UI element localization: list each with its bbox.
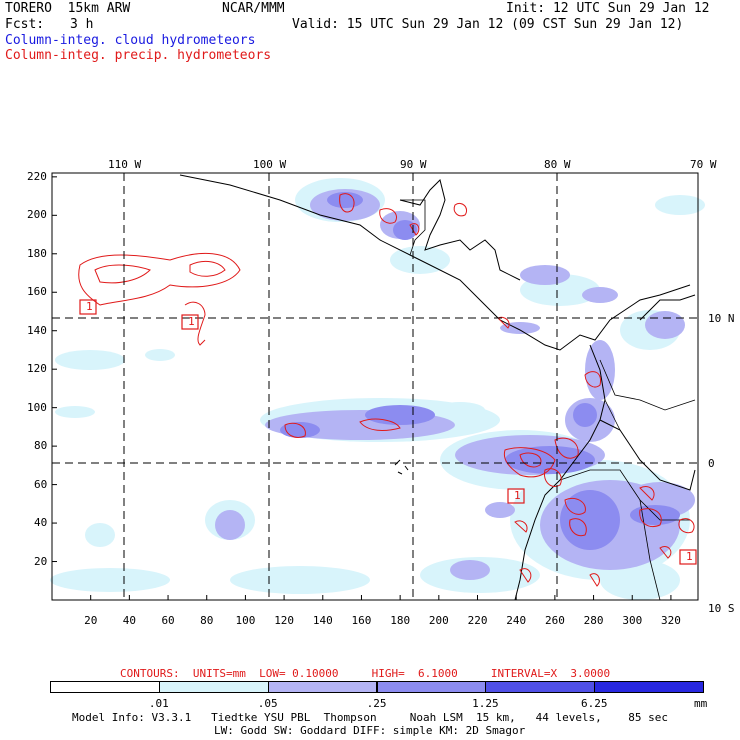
colorbar-segment: [50, 681, 160, 693]
model-title: TORERO 15km ARW: [5, 1, 131, 16]
x-tick-label: 120: [274, 614, 295, 627]
latlon-grid: [52, 173, 698, 600]
x-tick-label: 140: [312, 614, 333, 627]
init-time: Init: 12 UTC Sun 29 Jan 12: [506, 1, 710, 16]
colorbar-segment: [267, 681, 378, 693]
coastlines: [179, 174, 696, 601]
station-boxes: [79, 299, 697, 565]
x-tick-label: 20: [84, 614, 98, 627]
lon-label: 110 W: [108, 158, 142, 171]
colorbar-segment: [485, 681, 596, 693]
x-tick-label: 300: [622, 614, 643, 627]
colorbar-unit: mm: [694, 697, 708, 710]
x-tick-label: 240: [506, 614, 527, 627]
x-tick-label: 320: [661, 614, 681, 627]
country-borders: [400, 199, 696, 601]
lon-label: 90 W: [400, 158, 427, 171]
station-box-label: 1: [188, 315, 195, 328]
x-tick-label: 180: [390, 614, 411, 627]
station-box-label: 1: [86, 300, 93, 313]
field-precip-label: Column-integ. precip. hydrometeors: [5, 48, 272, 63]
colorbar-label: .05: [257, 697, 278, 710]
y-tick-label: 200: [27, 208, 47, 222]
colorbar-label: .25: [366, 697, 387, 710]
y-tick-label: 40: [34, 516, 48, 530]
lon-label: 100 W: [253, 158, 287, 171]
y-tick-label: 80: [34, 439, 48, 453]
y-tick-label: 220: [27, 169, 47, 183]
x-tick-label: 80: [200, 614, 214, 627]
colorbar-segment: [158, 681, 269, 693]
colorbar-label: 1.25: [472, 697, 499, 710]
y-tick-label: 120: [27, 362, 47, 376]
x-tick-label: 260: [544, 614, 565, 627]
precip-contours: [78, 193, 695, 587]
x-tick-label: 160: [351, 614, 372, 627]
y-tick-label: 100: [27, 400, 47, 414]
lat-label: 10 S: [708, 602, 735, 615]
contour-info: CONTOURS: UNITS=mm LOW= 0.10000 HIGH= 6.…: [120, 667, 611, 680]
colorbar-segment: [376, 681, 487, 693]
x-tick-label: 100: [235, 614, 256, 627]
station-box-label: 1: [514, 489, 521, 502]
y-tick-label: 180: [27, 246, 47, 260]
x-tick-label: 40: [122, 614, 136, 627]
physics-info: LW: Godd SW: Goddard DIFF: simple KM: 2D…: [214, 724, 526, 737]
x-tick-label: 60: [161, 614, 175, 627]
x-tick-label: 220: [467, 614, 488, 627]
lon-label: 80 W: [544, 158, 571, 171]
y-tick-label: 60: [34, 477, 48, 491]
valid-time: Valid: 15 UTC Sun 29 Jan 12 (09 CST Sun …: [292, 17, 684, 32]
cloud-shading-medium: [215, 189, 695, 580]
forecast-hours: 3 h: [70, 17, 94, 32]
lat-label: 10 N: [708, 312, 735, 325]
axis-ticks: [52, 176, 672, 600]
station-box-label: 1: [686, 550, 693, 563]
colorbar-segment: [594, 681, 704, 693]
x-tick-label: 280: [583, 614, 604, 627]
colorbar-label: .01: [148, 697, 169, 710]
lon-label: 70 W: [690, 158, 717, 171]
y-tick-label: 20: [34, 554, 48, 568]
lat-label: 0: [708, 457, 715, 470]
y-tick-label: 160: [27, 285, 47, 299]
x-tick-label: 200: [428, 614, 449, 627]
y-tick-label: 140: [27, 323, 47, 337]
map-frame: [51, 172, 699, 601]
colorbar-label: 6.25: [580, 697, 608, 710]
field-cloud-label: Column-integ. cloud hydrometeors: [5, 33, 256, 48]
org-label: NCAR/MMM: [222, 1, 285, 16]
forecast-label: Fcst:: [5, 17, 45, 32]
model-info: Model Info: V3.3.1 Tiedtke YSU PBL Thomp…: [72, 711, 669, 724]
